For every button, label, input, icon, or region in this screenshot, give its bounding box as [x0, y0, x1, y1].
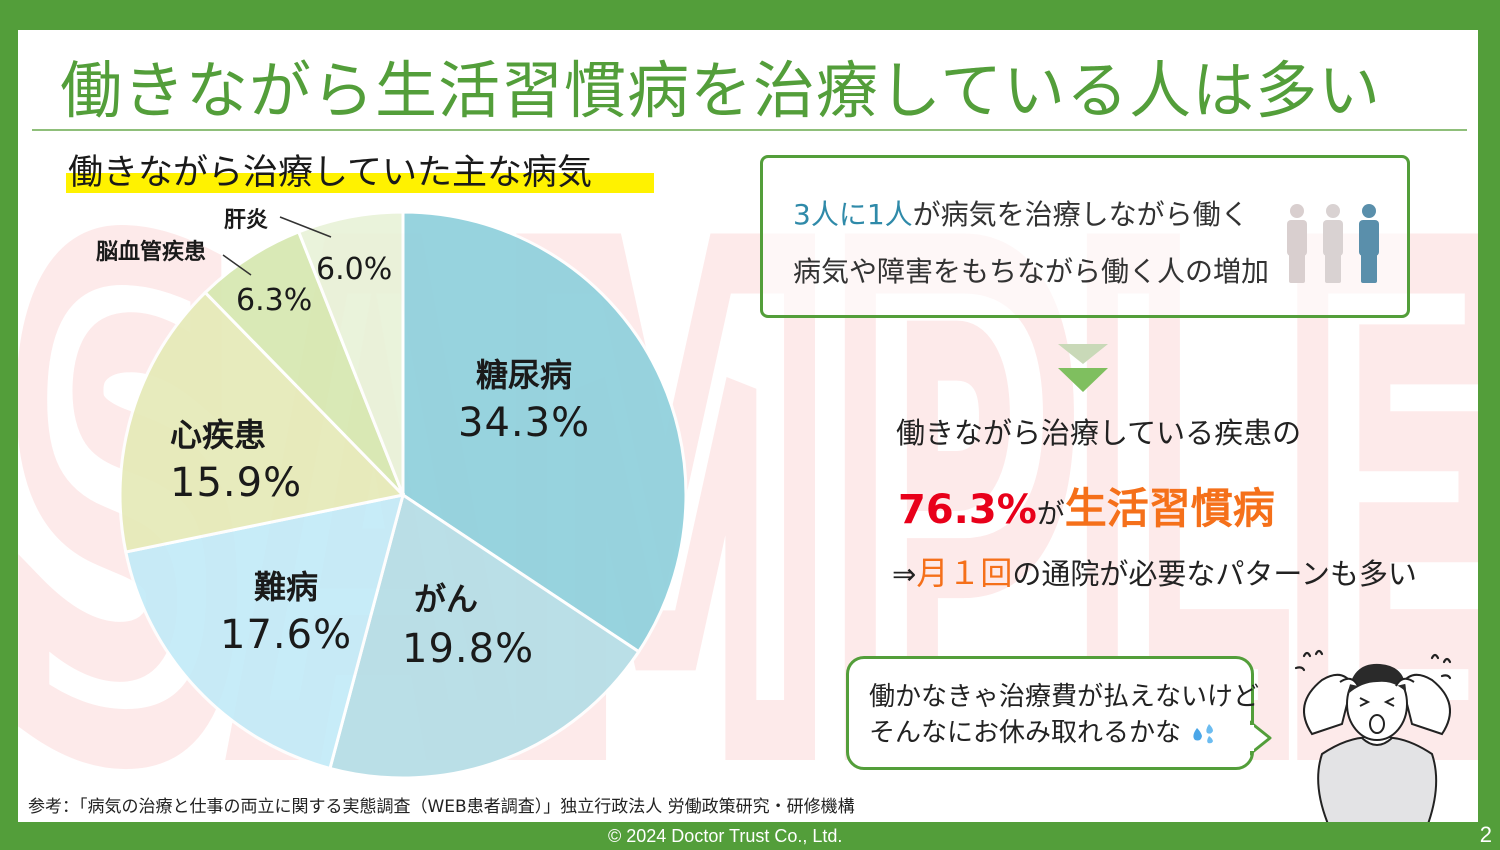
- sweat-drops-icon: [1193, 723, 1214, 743]
- stat-followup: ⇒月１回の通院が必要なパターンも多い: [892, 554, 1417, 592]
- double-down-arrow-icon: [1058, 344, 1108, 392]
- slice-value-cerebrovascular: 6.3%: [236, 283, 313, 318]
- slice-label-diabetes: 糖尿病 34.3%: [458, 356, 591, 446]
- copyright: © 2024 Doctor Trust Co., Ltd.: [608, 826, 843, 846]
- pie-slice: [328, 492, 641, 780]
- page-number: 2: [1479, 822, 1492, 847]
- speech-bubble-tail: [1250, 720, 1272, 756]
- slice-label-intractable: 難病 17.6%: [220, 568, 353, 658]
- speech-bubble: 働かなきゃ治療費が払えないけど そんなにお休み取れるかな: [846, 656, 1259, 770]
- stat-percentage: 76.3%: [898, 487, 1037, 533]
- slice-label-cancer: がん 19.8%: [402, 580, 535, 672]
- heading-highlight: [66, 173, 654, 193]
- stat-headline: 76.3%が生活習慣病: [898, 484, 1275, 533]
- footer: © 2024 Doctor Trust Co., Ltd. 2: [0, 822, 1500, 850]
- info-line-1: 3人に1人が病気を治療しながら働く: [793, 198, 1249, 231]
- leader-line-cerebrovascular: [222, 254, 252, 276]
- slice-value-hepatitis: 6.0%: [316, 252, 393, 287]
- pie-slice: [118, 290, 406, 554]
- page-title: 働きながら生活習慣病を治療している人は多い: [60, 54, 1382, 127]
- info-line-2: 病気や障害をもちながら働く人の増加: [793, 255, 1270, 288]
- stat-emphasis: 生活習慣病: [1064, 484, 1275, 533]
- people-icon: [1287, 204, 1379, 283]
- slide: SAMPLE 働きながら生活習慣病を治療している人は多い 働きながら治療していた…: [18, 30, 1478, 822]
- source-citation: 参考：「病気の治療と仕事の両立に関する実態調査（WEB患者調査）」独立行政法人 …: [28, 797, 855, 817]
- pie-chart: [118, 210, 688, 780]
- leader-line-hepatitis: [279, 216, 332, 238]
- pie-slice: [296, 210, 405, 496]
- slice-name-cerebrovascular: 脳血管疾患: [96, 240, 207, 265]
- slice-name-hepatitis: 肝炎: [224, 208, 269, 233]
- pie-slice: [124, 493, 406, 771]
- stat-intro: 働きながら治療している疾患の: [896, 416, 1302, 450]
- title-divider: [32, 129, 1467, 131]
- info-box: 3人に1人が病気を治療しながら働く 病気や障害をもちながら働く人の増加: [760, 155, 1410, 318]
- chart-heading: 働きながら治療していた主な病気: [68, 153, 592, 193]
- worried-person-illustration: [1294, 649, 1452, 822]
- slice-label-heart: 心疾患 15.9%: [170, 416, 303, 506]
